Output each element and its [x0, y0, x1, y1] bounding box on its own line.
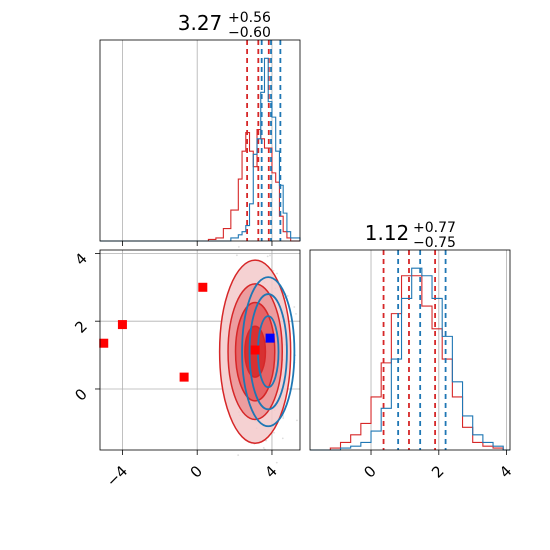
marginal-hist-param-2: 0 2 4: [309, 249, 515, 482]
sample-point: [293, 306, 296, 308]
marker-point: [250, 345, 260, 355]
histogram-step-line: [310, 267, 510, 451]
sample-point: [282, 417, 285, 419]
y-tick-label: 4: [71, 249, 90, 268]
panel-title-param-2: 1.12: [365, 221, 410, 245]
x-tick-label: 0: [187, 462, 206, 481]
x-tick-label: −4: [103, 462, 131, 490]
sample-point: [273, 431, 275, 434]
histogram-step-line: [310, 275, 510, 451]
marginal-hist-param-1: [99, 39, 301, 246]
density-contour-blue: [241, 276, 296, 428]
sample-point: [296, 419, 298, 422]
title-plus: +0.77: [413, 220, 456, 236]
sample-point: [235, 254, 238, 257]
y-tick-label: 2: [71, 317, 90, 336]
panel-title-param-1: 3.27: [178, 11, 223, 35]
sample-point: [286, 295, 289, 297]
sample-point: [269, 254, 271, 257]
x-tick-label: 0: [360, 462, 379, 481]
x-tick-label: 2: [428, 462, 447, 481]
sample-point: [281, 437, 284, 440]
axes-frame: [99, 249, 301, 451]
x-tick-label: 4: [496, 462, 515, 481]
marker-point: [99, 338, 109, 348]
marker-point: [117, 320, 127, 330]
axes-frame: [309, 249, 511, 451]
x-tick-label: 4: [261, 462, 280, 481]
marker-point: [265, 333, 275, 343]
sample-point: [275, 461, 278, 464]
title-plus: +0.56: [228, 10, 271, 26]
histogram-step-line: [100, 57, 301, 242]
marker-point: [198, 282, 208, 292]
title-value: 3.27: [178, 11, 223, 35]
sample-point: [276, 272, 278, 275]
sample-point: [237, 454, 240, 457]
sample-point: [266, 255, 269, 258]
density-contour-blue: [248, 293, 288, 411]
sample-point: [295, 312, 297, 315]
joint-contour-panel: −4 0 4 0 2 4: [71, 246, 301, 490]
marker-point: [179, 372, 189, 382]
title-minus: −0.60: [228, 25, 271, 41]
axes-frame: [99, 39, 301, 242]
y-tick-label: 0: [71, 385, 90, 404]
sample-point: [237, 246, 240, 248]
title-minus: −0.75: [413, 235, 456, 251]
sample-point: [262, 446, 265, 449]
histogram-step-line: [100, 128, 300, 242]
